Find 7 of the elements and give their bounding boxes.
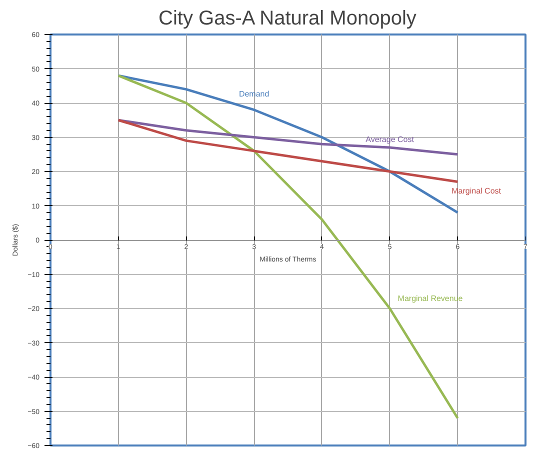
series-label: Average Cost xyxy=(366,135,415,144)
chart-title: City Gas-A Natural Monopoly xyxy=(158,8,416,30)
series-label: Marginal Cost xyxy=(452,186,502,196)
line-series xyxy=(117,118,459,184)
series-label: Demand xyxy=(238,89,270,98)
line-series xyxy=(117,118,459,156)
series-label: Marginal Revenue xyxy=(398,294,464,303)
